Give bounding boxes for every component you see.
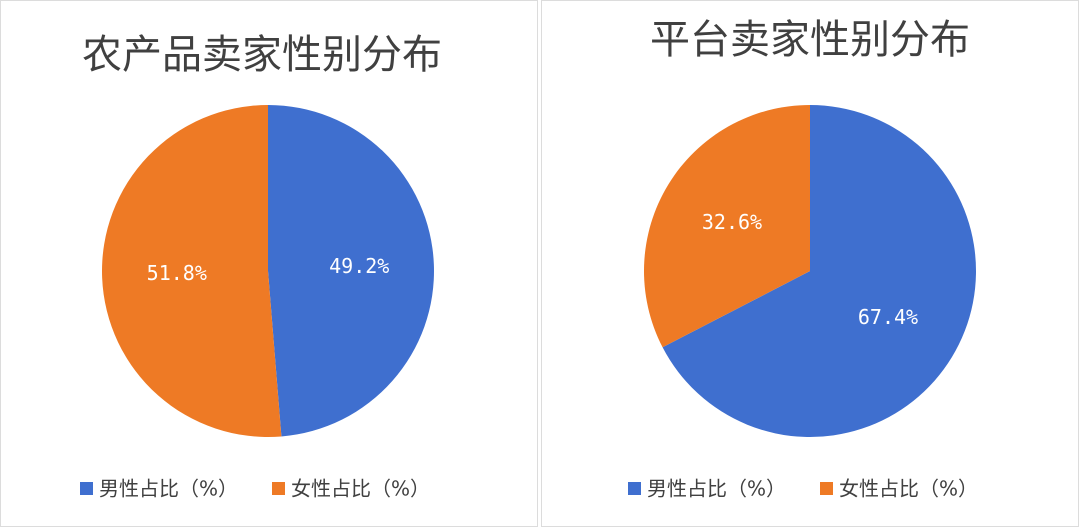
legend-swatch [628, 482, 641, 495]
pie-slice [268, 105, 435, 437]
data-label: 67.4% [858, 305, 918, 329]
legend-swatch [820, 482, 833, 495]
chart-title: 平台卖家性别分布 [650, 17, 970, 63]
chart-title: 农产品卖家性别分布 [82, 32, 442, 78]
data-label: 49.2% [329, 254, 389, 278]
data-label: 51.8% [147, 261, 207, 285]
legend-label: 男性占比（%） [647, 477, 786, 501]
pie-slice [662, 105, 976, 437]
pie-slice [102, 104, 282, 438]
data-label: 32.6% [702, 210, 762, 234]
pie-slice [643, 105, 810, 348]
legend-label: 女性占比（%） [839, 477, 978, 501]
legend-swatch [272, 482, 285, 495]
legend-label: 男性占比（%） [99, 477, 238, 501]
legend-swatch [80, 482, 93, 495]
legend-label: 女性占比（%） [291, 477, 430, 501]
